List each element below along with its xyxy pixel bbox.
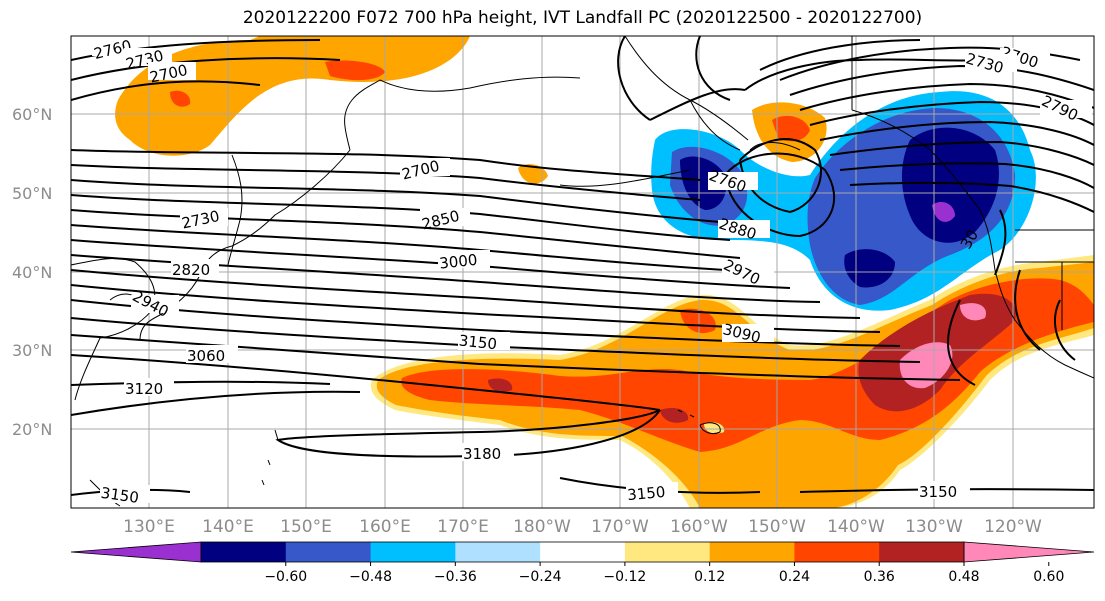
colorbar-tick-label: 0.36 (864, 569, 895, 585)
lon-label: 140°E (202, 517, 254, 537)
colorbar-tick-label: 0.48 (948, 569, 979, 585)
contour-label: 2820 (172, 261, 210, 279)
lat-label: 60°N (12, 105, 52, 124)
colorbar-tick-label: 0.60 (1033, 569, 1064, 585)
map-title: 2020122200 F072 700 hPa height, IVT Land… (242, 8, 923, 28)
ivt-negative-northeast-pacific (651, 91, 1036, 311)
colorbar-segment (455, 542, 541, 562)
lon-label: 150°E (280, 517, 332, 537)
map-frame (70, 35, 1095, 509)
lon-label: 150°W (748, 517, 806, 537)
lon-label: 160°E (359, 517, 411, 537)
colorbar-tick-label: −0.36 (434, 569, 477, 585)
ivt-positive-west-pacific (115, 36, 548, 184)
contour-label: 3150 (919, 483, 957, 501)
lat-label: 50°N (12, 184, 52, 203)
lon-label: 130°E (123, 517, 175, 537)
contour-labels: 2760 2730 2700 2700 2730 2820 2940 3060 … (92, 36, 1092, 507)
lon-label: 180°W (513, 517, 571, 537)
colorbar-tick-label: −0.24 (519, 569, 562, 585)
colorbar-outline (200, 541, 965, 563)
colorbar-segment (540, 542, 626, 562)
colorbar-tick-label: 0.12 (694, 569, 725, 585)
colorbar-extend-low (70, 541, 202, 563)
colorbar-tick-label: −0.48 (349, 569, 392, 585)
lon-label: 140°W (827, 517, 885, 537)
colorbar-segment (201, 542, 287, 562)
colorbar-segment (285, 542, 372, 562)
colorbar-segment (879, 542, 965, 562)
lon-label: 170°E (437, 517, 489, 537)
colorbar-tick-label: −0.60 (264, 569, 307, 585)
lon-label: 160°W (670, 517, 728, 537)
contour-label: 3180 (463, 445, 501, 463)
ivt-positive-subtropical-band (370, 255, 1094, 508)
colorbar-extend-high (963, 541, 1095, 563)
lon-label: 120°W (984, 517, 1042, 537)
lat-label: 30°N (12, 341, 52, 360)
lat-label: 20°N (12, 420, 52, 439)
lon-label: 130°W (905, 517, 963, 537)
contour-label: 3150 (100, 484, 140, 507)
colorbar-tick-label: 0.24 (779, 569, 810, 585)
colorbar-segment (794, 542, 880, 562)
lon-label: 170°W (591, 517, 649, 537)
colorbar-ticks: −0.60 −0.48 −0.36 −0.24 −0.12 0.12 0.24 0.36 0.4… (264, 562, 1064, 585)
contour-label: 3150 (626, 483, 666, 504)
lat-label: 40°N (12, 263, 52, 282)
contour-label: 3060 (187, 347, 225, 365)
contour-label: 3150 (458, 331, 498, 353)
colorbar-segment (709, 542, 795, 562)
longitude-labels: 130°E 140°E 150°E 160°E 170°E 180°W 170°… (123, 517, 1042, 537)
colorbar-segment (370, 542, 456, 562)
colorbar-segment (624, 542, 711, 562)
latitude-labels: 60°N 50°N 40°N 30°N 20°N (12, 105, 52, 439)
colorbar-tick-label: −0.12 (603, 569, 646, 585)
ivt-positive-alaska (752, 102, 827, 162)
contour-label: 3000 (438, 251, 478, 273)
contour-label: 3120 (125, 380, 163, 398)
colorbar (70, 541, 1095, 563)
